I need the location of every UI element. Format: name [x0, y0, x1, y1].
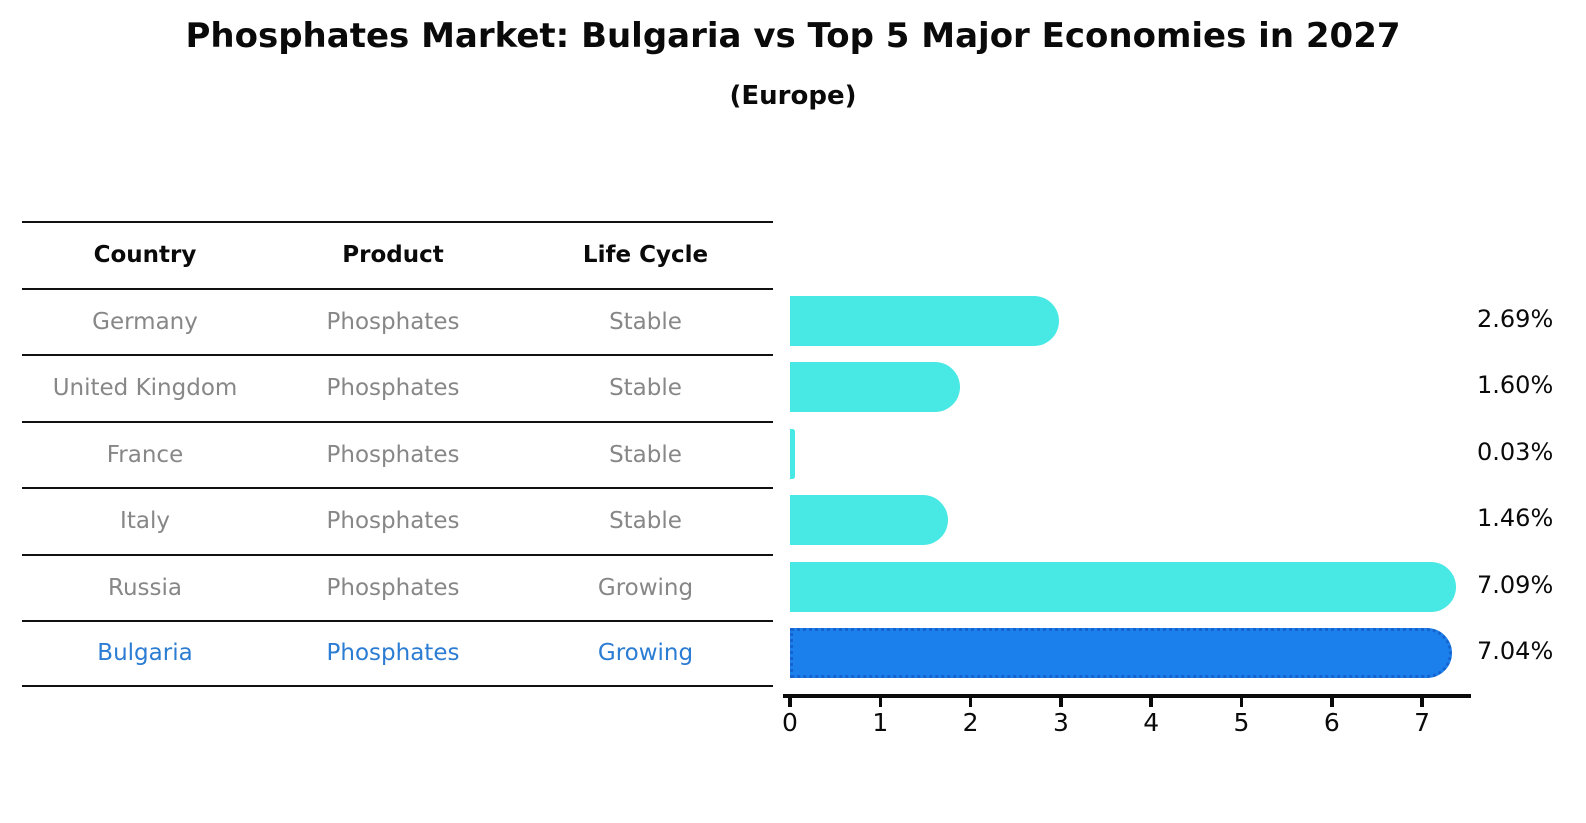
product-cell: Phosphates — [326, 640, 460, 667]
product-cell: Phosphates — [326, 375, 460, 402]
x-tick-label-4: 4 — [1143, 708, 1160, 737]
info-table: Country Product Life Cycle Germany Phosph… — [22, 221, 773, 687]
country-cell: Italy — [120, 508, 170, 535]
x-tick-label-0: 0 — [782, 708, 798, 737]
chart-title: Phosphates Market: Bulgaria vs Top 5 Maj… — [185, 16, 1401, 56]
value-label-russia: 7.09% — [1477, 570, 1554, 599]
x-tick-label-3: 3 — [1052, 708, 1069, 737]
value-label-germany: 2.69% — [1477, 304, 1554, 333]
bar-germany — [790, 295, 1059, 346]
column-header-product: Product — [342, 242, 444, 269]
product-cell: Phosphates — [326, 508, 460, 535]
life-cycle-cell: Stable — [609, 441, 682, 468]
bar-france — [790, 428, 795, 479]
bar-russia — [790, 561, 1456, 612]
x-tick-label-5: 5 — [1233, 708, 1250, 737]
column-header-life-cycle: Life Cycle — [582, 242, 709, 269]
table-header-row: Country Product Life Cycle — [22, 221, 773, 288]
x-tick-2 — [968, 697, 973, 707]
x-tick-label-2: 2 — [962, 708, 979, 737]
product-cell: Phosphates — [326, 574, 460, 601]
life-cycle-cell: Stable — [609, 508, 682, 535]
bar-united-kingdom — [790, 362, 960, 413]
bar-bulgaria — [790, 628, 1452, 679]
x-tick-label-1: 1 — [872, 708, 889, 737]
table-row-italy: Italy Phosphates Stable — [22, 487, 773, 554]
country-cell: United Kingdom — [52, 375, 238, 402]
country-cell: Russia — [108, 574, 182, 601]
table-row-russia: Russia Phosphates Growing — [22, 553, 773, 621]
x-axis-line — [783, 694, 1471, 698]
life-cycle-cell: Growing — [597, 640, 694, 667]
x-tick-3 — [1059, 697, 1063, 707]
country-cell: Bulgaria — [97, 640, 193, 667]
value-label-france: 0.03% — [1477, 437, 1554, 466]
bar-italy — [790, 495, 948, 546]
table-row-france: France Phosphates Stable — [22, 420, 773, 488]
life-cycle-cell: Stable — [609, 375, 682, 402]
x-tick-0 — [788, 697, 792, 707]
column-header-country: Country — [93, 242, 197, 269]
product-cell: Phosphates — [326, 441, 460, 468]
product-cell: Phosphates — [326, 308, 460, 335]
x-tick-label-6: 6 — [1323, 708, 1340, 737]
chart-subtitle: (Europe) — [729, 81, 857, 111]
x-tick-1 — [878, 697, 883, 707]
x-tick-label-7: 7 — [1414, 708, 1431, 737]
x-tick-4 — [1149, 697, 1153, 707]
table-row-bulgaria: Bulgaria Phosphates Growing — [22, 620, 773, 687]
value-label-united-kingdom: 1.60% — [1477, 371, 1554, 400]
value-label-italy: 1.46% — [1477, 504, 1554, 533]
x-tick-5 — [1239, 697, 1244, 707]
x-tick-7 — [1420, 697, 1424, 707]
country-cell: Germany — [92, 308, 198, 335]
value-label-bulgaria: 7.04% — [1477, 637, 1554, 666]
life-cycle-cell: Growing — [597, 574, 694, 601]
country-cell: France — [106, 441, 184, 468]
table-row-germany: Germany Phosphates Stable — [22, 287, 773, 355]
life-cycle-cell: Stable — [609, 308, 682, 335]
x-tick-6 — [1330, 697, 1334, 707]
table-row-united-kingdom: United Kingdom Phosphates Stable — [22, 354, 773, 421]
